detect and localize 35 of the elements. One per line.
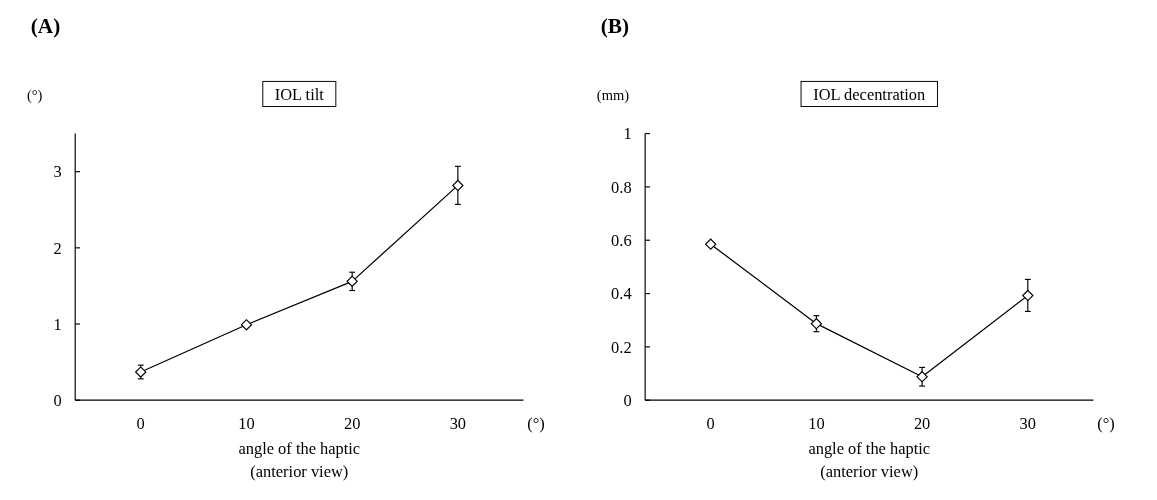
x-tick-label: 30 xyxy=(1019,414,1037,434)
x-tick-label: 10 xyxy=(238,414,255,434)
y-axis-title: (mm) xyxy=(596,86,630,104)
point xyxy=(240,319,253,331)
y-tick-label: 1 xyxy=(53,314,62,334)
x-tick-label: 20 xyxy=(343,414,361,434)
text: (°) xyxy=(1097,414,1115,434)
y-tick-label: 2 xyxy=(53,238,62,258)
y-axis-title: (°) xyxy=(26,86,43,104)
y-tick-label: 0.8 xyxy=(611,177,632,197)
chart-title: IOL tilt xyxy=(274,84,325,104)
x-axis-title: angle of the haptic (anterior view) xyxy=(238,439,361,482)
chart-title: IOL decentration xyxy=(813,84,926,104)
point xyxy=(810,318,823,330)
x-tick-label: 0 xyxy=(706,414,715,434)
text: (°) xyxy=(527,414,545,434)
y-tick-label: 0.4 xyxy=(611,284,632,304)
y-tick-label: 0.6 xyxy=(611,231,632,251)
x-tick-label: 0 xyxy=(136,414,145,434)
x-tick-label: 30 xyxy=(449,414,467,434)
y-tick-label: 0 xyxy=(623,390,632,410)
x-tick-label: 10 xyxy=(808,414,825,434)
y-tick-label: 1 xyxy=(623,124,632,144)
y-tick-label: 0.2 xyxy=(611,337,632,357)
point xyxy=(346,275,358,288)
y-tick-label: 0 xyxy=(53,390,62,410)
text: (A) xyxy=(30,14,61,39)
x-axis-title: angle of the haptic (anterior view) xyxy=(808,439,931,482)
point xyxy=(916,371,928,383)
point xyxy=(705,238,717,250)
point xyxy=(1022,289,1034,302)
y-tick-label: 3 xyxy=(53,162,62,182)
text: (B) xyxy=(600,14,630,39)
x-tick-label: 20 xyxy=(913,414,931,434)
point xyxy=(452,179,464,192)
